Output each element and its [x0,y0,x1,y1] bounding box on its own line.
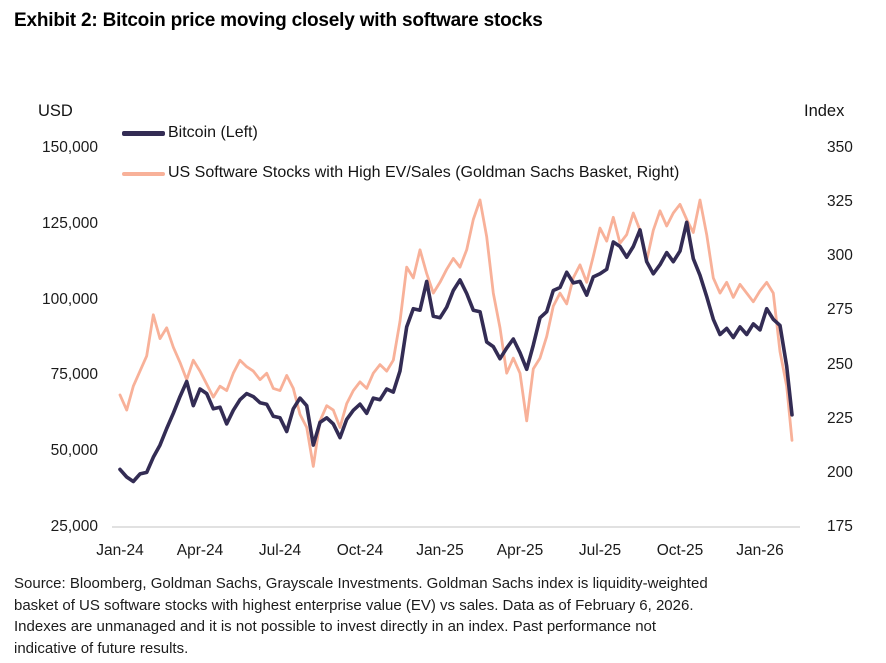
right-axis-tick-label: 225 [827,409,853,427]
x-axis-tick-label: Apr-25 [496,542,544,559]
source-footnote: Source: Bloomberg, Goldman Sachs, Graysc… [14,573,874,659]
left-axis-tick-label: 100,000 [41,290,98,308]
left-axis-tick-label: 150,000 [41,139,98,156]
right-axis-tick-label: 175 [827,518,853,535]
x-axis-tick-label: Oct-25 [656,542,704,559]
bitcoin-line [118,220,794,484]
x-axis-tick-label: Jul-24 [258,542,302,559]
right-axis-unit-label: Index [804,102,845,120]
left-axis-unit-label: USD [38,102,73,120]
left-axis-tick-label: 50,000 [50,442,98,460]
bitcoin-legend-label: Bitcoin (Left) [168,124,258,141]
x-axis-tick-label: Jul-25 [578,542,622,559]
bitcoin-legend-swatch [122,131,165,136]
software-legend-swatch [122,172,165,176]
software-legend-label: US Software Stocks with High EV/Sales (G… [168,164,680,181]
right-axis-tick-label: 250 [827,355,853,373]
right-axis-tick-label: 275 [827,301,853,319]
source-footnote-line: Indexes are unmanaged and it is not poss… [14,618,657,635]
right-axis-tick-label: 325 [827,193,853,211]
source-footnote-line: basket of US software stocks with highes… [14,596,694,614]
x-axis-tick-label: Jan-25 [416,542,464,559]
chart-title: Exhibit 2: Bitcoin price moving closely … [14,10,543,31]
x-axis-tick-label: Oct-24 [336,542,384,559]
software-stocks-line [118,198,794,468]
left-axis-tick-label: 125,000 [41,214,98,232]
right-axis-tick-label: 200 [827,463,853,481]
x-axis-tick-label: Jan-24 [96,542,144,559]
source-footnote-line: Source: Bloomberg, Goldman Sachs, Graysc… [14,575,708,592]
x-axis-tick-label: Apr-24 [176,542,224,559]
right-axis-tick-label: 350 [827,139,853,156]
x-axis-tick-label: Jan-26 [736,542,784,559]
left-axis-tick-label: 25,000 [50,518,98,535]
right-axis-tick-label: 300 [827,247,853,265]
left-axis-tick-label: 75,000 [50,366,98,384]
source-footnote-line: indicative of future results. [14,639,189,657]
